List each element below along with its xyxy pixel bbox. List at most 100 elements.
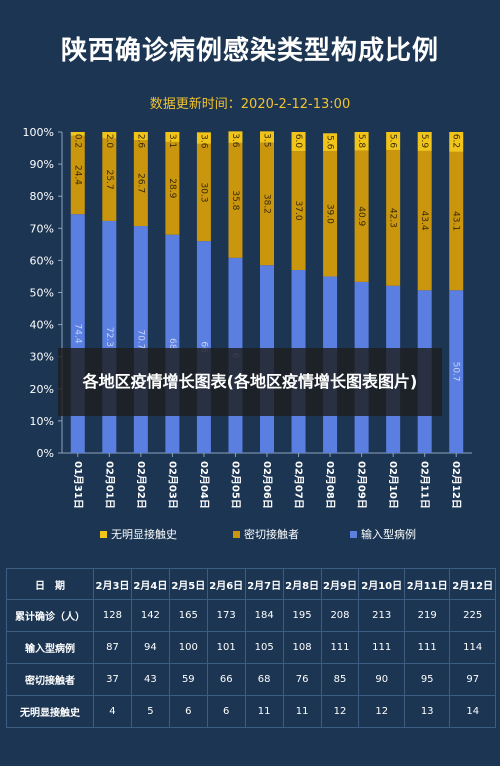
table-cell: 76: [282, 663, 322, 696]
y-tick-label: 10%: [30, 415, 54, 428]
y-tick-label: 40%: [30, 319, 54, 332]
overlay-banner: 各地区疫情增长图表(各地区疫情增长图表图片): [58, 348, 442, 416]
bar-data-label: 66: [198, 341, 208, 353]
table-cell: 95: [403, 663, 451, 696]
table-cell: 68: [244, 663, 284, 696]
table-cell: 165: [168, 599, 208, 632]
table-cell: 142: [130, 599, 170, 632]
bar-data-label: 28.9: [167, 178, 177, 198]
table-cell: 6: [168, 695, 208, 728]
bar-data-label: 72.3: [104, 327, 114, 347]
bar-segment-unknown: [228, 131, 243, 143]
y-tick-label: 50%: [30, 287, 54, 300]
bar-segment-unknown: [449, 132, 464, 152]
bar-data-label: 3.1: [167, 134, 177, 148]
table-cell: 12: [320, 695, 360, 728]
y-tick-label: 80%: [30, 190, 54, 203]
table-cell: 108: [282, 631, 322, 664]
table-cell: 94: [130, 631, 170, 664]
x-tick-label: 02月09日: [356, 461, 368, 509]
table-header-cell: 2月6日: [206, 568, 246, 600]
bar-segment-close-contact: [70, 135, 85, 215]
table-header-cell: 2月7日: [244, 568, 284, 600]
legend-item-close-contact: 密切接触者: [233, 526, 299, 542]
bar-segment-unknown: [102, 132, 117, 139]
table-cell: 14: [449, 695, 496, 728]
bar-data-label: 2.0: [104, 134, 114, 149]
x-tick-label: 02月10日: [387, 461, 399, 509]
table-cell: 219: [403, 599, 451, 632]
bar-data-label: 68: [167, 338, 177, 350]
bar-segment-unknown: [291, 132, 306, 152]
table-cell: 43: [130, 663, 170, 696]
table-header-cell: 2月4日: [130, 568, 170, 600]
table-cell: 111: [358, 631, 405, 664]
bar-segment-input: [449, 290, 464, 453]
table-header-row: 日 期 2月3日 2月4日 2月5日 2月6日 2月7日 2月8日 2月9日 2…: [6, 568, 496, 600]
table-cell: 37: [93, 663, 132, 696]
bar-segment-unknown: [196, 132, 211, 144]
legend-label-close-contact: 密切接触者: [244, 528, 299, 541]
table-cell: 111: [320, 631, 360, 664]
x-tick-label: 02月08日: [324, 461, 336, 509]
table-cell: 85: [320, 663, 360, 696]
legend-label-unknown: 无明显接触史: [111, 528, 177, 541]
y-tick-label: 20%: [30, 383, 54, 396]
bar-data-label: 6.0: [293, 134, 303, 149]
x-tick-label: 01月31日: [72, 461, 84, 509]
chart-legend: 无明显接触史 密切接触者 输入型病例: [0, 526, 500, 546]
bar-data-label: 43.4: [419, 211, 429, 231]
bar-data-label: 43.1: [451, 211, 461, 231]
table-header-cell: 2月8日: [282, 568, 322, 600]
x-tick-label: 02月05日: [229, 461, 241, 509]
legend-swatch-input: [350, 530, 357, 538]
bar-data-label: 39.0: [325, 204, 335, 224]
y-tick-label: 60%: [30, 254, 54, 267]
bar-segment-close-contact: [133, 140, 148, 227]
bar-data-label: 30.3: [198, 182, 208, 202]
x-tick-label: 02月07日: [293, 461, 305, 509]
bar-data-label: 2.6: [135, 134, 145, 149]
table-cell: 195: [282, 599, 322, 632]
bar-data-label: 5.8: [356, 134, 366, 149]
bar-data-label: 70.7: [135, 330, 145, 350]
bar-segment-close-contact: [449, 151, 464, 291]
x-tick-label: 02月12日: [450, 461, 462, 509]
bar-segment-unknown: [417, 132, 432, 151]
table-cell: 97: [449, 663, 496, 696]
bar-segment-unknown: [133, 132, 148, 141]
table-header-cell: 2月12日: [449, 568, 496, 600]
table-cell: 12: [358, 695, 405, 728]
table-row: 无明显接触史 4 5 6 6 11 11 12 12 13 14: [6, 695, 496, 728]
bar-data-label: 5.6: [325, 135, 335, 150]
bar-data-label: 35.8: [230, 190, 240, 210]
table-row-label: 累计确诊（人）: [6, 599, 94, 632]
table-row: 累计确诊（人） 128 142 165 173 184 195 208 213 …: [6, 599, 496, 632]
table-header-cell: 2月11日: [403, 568, 451, 600]
table-cell: 87: [93, 631, 132, 664]
bar-data-label: 3.6: [230, 133, 240, 148]
table-cell: 105: [244, 631, 284, 664]
bar-data-label: 6.2: [451, 134, 461, 148]
table-cell: 5: [130, 695, 170, 728]
legend-item-input: 输入型病例: [350, 526, 416, 542]
bar-segment-close-contact: [102, 138, 117, 221]
x-tick-label: 02月11日: [419, 461, 431, 509]
legend-label-input: 输入型病例: [361, 528, 416, 541]
table-cell: 111: [403, 631, 451, 664]
bar-segment-unknown: [70, 132, 85, 136]
table-cell: 128: [93, 599, 132, 632]
bar-data-label: 38.2: [262, 194, 272, 214]
legend-swatch-unknown: [100, 530, 107, 538]
data-table: 日 期 2月3日 2月4日 2月5日 2月6日 2月7日 2月8日 2月9日 2…: [6, 568, 496, 728]
y-tick-label: 100%: [23, 126, 54, 139]
bar-segment-close-contact: [323, 151, 338, 277]
table-header-cell: 2月3日: [93, 568, 132, 600]
bar-segment-close-contact: [291, 151, 306, 271]
bar-segment-unknown: [260, 131, 274, 143]
legend-swatch-close-contact: [233, 530, 240, 538]
table-row-label: 输入型病例: [6, 631, 94, 664]
chart-title: 陕西确诊病例感染类型构成比例: [60, 36, 439, 66]
table-cell: 11: [244, 695, 284, 728]
